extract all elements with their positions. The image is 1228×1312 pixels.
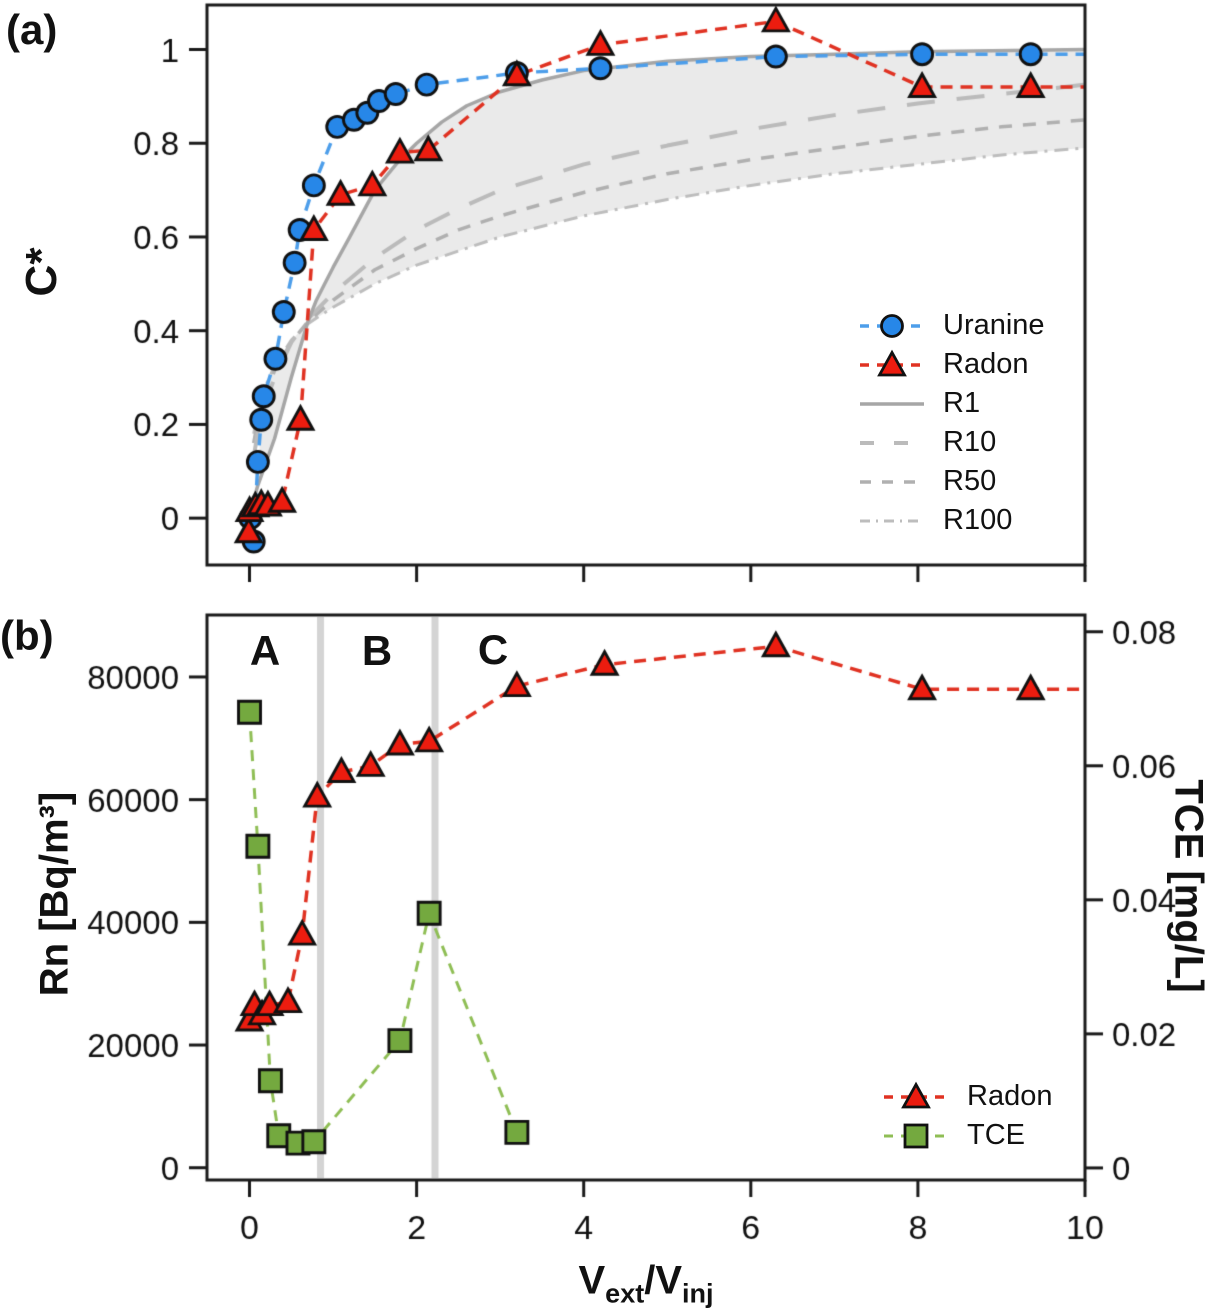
x-axis-label-sub-inj: inj <box>682 1278 714 1309</box>
legend-label-radon-b: Radon <box>967 1080 1053 1112</box>
panel-b-left-axis-label: Rn [Bq/m³] <box>32 791 77 997</box>
uranine-legend-marker <box>880 313 904 338</box>
radon-legend-sample-icon <box>860 349 924 376</box>
x-axis-label: Vext/Vinj <box>578 1259 713 1310</box>
panel-a-legend: Uranine Radon R1 R10 R50 <box>858 306 1045 540</box>
legend-item-r100: R100 <box>858 501 1045 540</box>
panel-b-tag: (b) <box>0 612 54 659</box>
legend-item-r1: R1 <box>858 384 1045 423</box>
legend-item-uranine: Uranine <box>858 306 1045 345</box>
legend-item-radon-b: Radon <box>882 1077 1052 1116</box>
radon-legend-marker <box>877 349 907 376</box>
tce-legend-sample-icon <box>884 1123 948 1148</box>
legend-label-r50: R50 <box>943 465 997 497</box>
zone-label-a: A <box>249 627 281 674</box>
zone-label-b: B <box>361 627 393 674</box>
legend-item-tce: TCE <box>882 1116 1052 1155</box>
legend-label-r100: R100 <box>943 504 1013 536</box>
panel-b-legend: Radon TCE <box>882 1077 1052 1155</box>
x-axis-label-v1: V <box>578 1258 606 1303</box>
zone-label-c: C <box>477 626 509 673</box>
r10-legend-sample-icon <box>860 440 924 445</box>
uranine-legend-sample-icon <box>860 313 924 338</box>
legend-item-radon: Radon <box>858 345 1045 384</box>
tce-legend-marker <box>903 1123 929 1148</box>
legend-item-r10: R10 <box>858 423 1045 462</box>
radon-b-legend-sample-icon <box>884 1081 948 1108</box>
legend-label-r10: R10 <box>943 426 997 458</box>
legend-label-tce: TCE <box>967 1119 1025 1151</box>
x-axis-label-sub-ext: ext <box>605 1278 645 1309</box>
r100-legend-sample-icon <box>860 519 924 522</box>
legend-label-radon: Radon <box>943 348 1029 380</box>
legend-label-r1: R1 <box>943 387 981 419</box>
panel-a-tag: (a) <box>6 6 58 53</box>
legend-item-r50: R50 <box>858 462 1045 501</box>
panel-b-right-axis-label: TCE [mg/L] <box>1166 779 1211 993</box>
r50-legend-sample-icon <box>860 479 924 484</box>
x-axis-label-v2: /V <box>644 1258 683 1303</box>
panel-a-y-axis-label: C* <box>17 247 66 297</box>
r1-legend-sample-icon <box>860 401 924 406</box>
radon-b-legend-marker <box>901 1081 931 1108</box>
legend-label-uranine: Uranine <box>943 309 1045 341</box>
